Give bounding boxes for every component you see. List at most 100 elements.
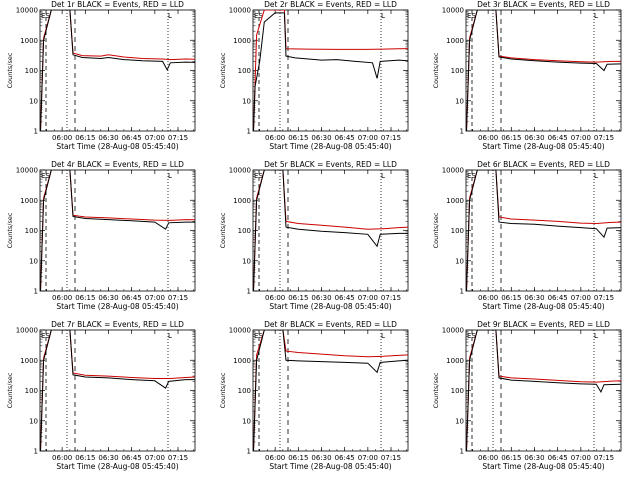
plot-frame: [465, 9, 622, 132]
corner-label-left: ES: [467, 172, 476, 180]
x-tick-label: 06:15: [288, 134, 308, 142]
chart-panel: Det 5r BLACK = Events, RED = LLD 1 10 100 10…: [219, 160, 409, 311]
plot-frame: [39, 9, 196, 132]
y-axis-label: Counts/sec: [6, 372, 14, 408]
x-tick-label: 06:15: [75, 134, 95, 142]
y-axis-label: Counts/sec: [432, 52, 440, 88]
lld-series-line: [466, 10, 621, 131]
x-axis-label: Start Time (28-Aug-08 05:45:40): [56, 302, 178, 311]
corner-label-left: ES: [41, 12, 50, 20]
x-tick-label: 06:15: [288, 294, 308, 302]
chart-panel: Det 9r BLACK = Events, RED = LLD 1 10 100 10…: [432, 320, 622, 471]
series-group: [40, 170, 195, 291]
corner-label-left: ES: [467, 12, 476, 20]
x-tick-label: 06:00: [478, 454, 498, 462]
y-tick-label: 100: [451, 387, 464, 395]
chart-panel: Det 7r BLACK = Events, RED = LLD 1 10 100 10…: [6, 320, 196, 471]
corner-label-right: L: [594, 12, 598, 20]
y-tick-label: 100: [25, 67, 38, 75]
x-tick-label: 06:00: [265, 454, 285, 462]
y-tick-label: 10000: [16, 327, 38, 335]
plot-frame: [39, 329, 196, 452]
x-tick-label: 06:00: [478, 294, 498, 302]
series-group: [466, 330, 621, 451]
x-tick-label: 06:30: [98, 134, 118, 142]
events-series-line: [466, 330, 621, 451]
x-tick-label: 06:15: [75, 294, 95, 302]
x-tick-label: 07:00: [571, 454, 591, 462]
x-axis-label: Start Time (28-Aug-08 05:45:40): [269, 142, 391, 151]
corner-label-right: L: [168, 12, 172, 20]
events-series-line: [40, 10, 195, 131]
events-series-line: [40, 330, 195, 451]
x-tick-label: 07:15: [594, 294, 614, 302]
y-tick-label: 1: [34, 128, 38, 136]
y-tick-label: 10: [29, 97, 38, 105]
corner-label-right: L: [594, 172, 598, 180]
corner-label-right: L: [594, 332, 598, 340]
y-tick-label: 100: [238, 227, 251, 235]
chart-panel: Det 1r BLACK = Events, RED = LLD 1 10 100 10…: [6, 0, 196, 151]
x-tick-label: 06:00: [478, 134, 498, 142]
y-axis-label: Counts/sec: [219, 52, 227, 88]
series-group: [253, 10, 408, 131]
x-axis-label: Start Time (28-Aug-08 05:45:40): [269, 302, 391, 311]
y-tick-label: 10000: [229, 167, 251, 175]
x-tick-label: 07:15: [594, 454, 614, 462]
x-tick-label: 06:15: [75, 454, 95, 462]
plot-frame: [252, 9, 409, 132]
lld-series-line: [253, 170, 408, 291]
x-tick-label: 07:15: [168, 294, 188, 302]
corner-label-right: L: [381, 332, 385, 340]
chart-title: Det 9r BLACK = Events, RED = LLD: [477, 320, 610, 329]
y-tick-label: 10: [242, 97, 251, 105]
x-tick-label: 06:45: [548, 294, 568, 302]
corner-label-left: ES: [254, 172, 263, 180]
x-tick-label: 06:45: [548, 454, 568, 462]
chart-title: Det 3r BLACK = Events, RED = LLD: [477, 0, 610, 9]
chart-title: Det 5r BLACK = Events, RED = LLD: [264, 160, 397, 169]
y-tick-label: 1000: [233, 357, 251, 365]
x-axis-label: Start Time (28-Aug-08 05:45:40): [56, 462, 178, 471]
y-axis-label: Counts/sec: [219, 372, 227, 408]
x-tick-label: 07:15: [381, 134, 401, 142]
x-tick-label: 06:30: [98, 454, 118, 462]
y-tick-label: 1: [460, 128, 464, 136]
y-tick-label: 10: [455, 97, 464, 105]
x-tick-label: 06:15: [501, 134, 521, 142]
y-tick-label: 1000: [446, 37, 464, 45]
x-tick-label: 06:45: [335, 294, 355, 302]
x-tick-label: 06:30: [98, 294, 118, 302]
y-axis-label: Counts/sec: [432, 372, 440, 408]
y-tick-label: 100: [238, 67, 251, 75]
lld-series-line: [253, 330, 408, 451]
corner-label-left: ES: [467, 332, 476, 340]
y-axis-label: Counts/sec: [6, 52, 14, 88]
x-tick-label: 07:15: [381, 454, 401, 462]
y-tick-label: 10: [29, 257, 38, 265]
y-tick-label: 1: [460, 448, 464, 456]
events-series-line: [253, 330, 408, 451]
x-tick-label: 06:30: [311, 454, 331, 462]
chart-panel: Det 8r BLACK = Events, RED = LLD 1 10 100 10…: [219, 320, 409, 471]
x-tick-label: 06:45: [335, 134, 355, 142]
y-axis-label: Counts/sec: [219, 212, 227, 248]
x-tick-label: 06:45: [335, 454, 355, 462]
y-tick-label: 10: [29, 417, 38, 425]
x-axis-label: Start Time (28-Aug-08 05:45:40): [482, 302, 604, 311]
x-tick-label: 06:00: [265, 294, 285, 302]
lld-series-line: [253, 10, 408, 131]
x-tick-label: 07:00: [571, 294, 591, 302]
series-group: [40, 10, 195, 131]
chart-title: Det 7r BLACK = Events, RED = LLD: [51, 320, 184, 329]
x-tick-label: 07:00: [358, 134, 378, 142]
y-tick-label: 1: [247, 448, 251, 456]
events-series-line: [466, 10, 621, 131]
chart-panel: Det 2r BLACK = Events, RED = LLD 1 10 100 10…: [219, 0, 409, 151]
events-series-line: [40, 170, 195, 291]
corner-label-right: L: [168, 172, 172, 180]
y-axis-label: Counts/sec: [6, 212, 14, 248]
y-tick-label: 100: [238, 387, 251, 395]
x-tick-label: 06:45: [122, 454, 142, 462]
